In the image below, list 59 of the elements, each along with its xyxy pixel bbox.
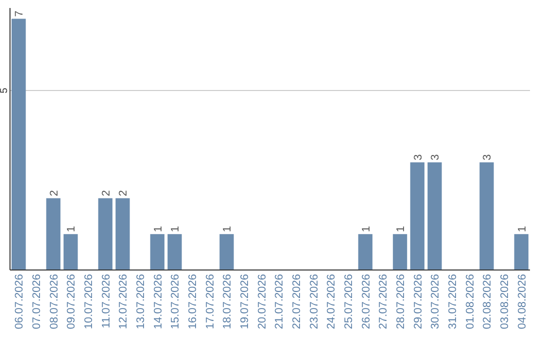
x-tick-label: 08.07.2026 [48,274,60,330]
x-tick-label: 19.07.2026 [239,274,251,330]
x-tick-label: 22.07.2026 [291,274,303,330]
bar [480,162,494,270]
bar [64,234,78,270]
data-label: 1 [152,226,164,232]
bar [46,198,60,270]
x-tick-label: 13.07.2026 [135,274,147,330]
data-label: 7 [14,10,26,17]
x-tick-label: 21.07.2026 [274,274,286,330]
x-tick-label: 03.08.2026 [499,274,511,330]
bar [12,18,26,270]
x-tick-label: 28.07.2026 [395,274,407,330]
data-label: 3 [430,154,442,160]
data-label: 1 [66,226,78,232]
bar [98,198,112,270]
x-tick-label: 01.08.2026 [464,274,476,330]
x-tick-label: 15.07.2026 [170,274,182,330]
y-tick-label: 5 [0,87,10,94]
data-label: 1 [516,226,528,232]
data-label: 3 [482,154,494,160]
x-tick-label: 26.07.2026 [360,274,372,330]
x-tick-label: 27.07.2026 [378,274,390,330]
data-label: 3 [412,154,424,160]
bar [358,234,372,270]
x-tick-label: 24.07.2026 [326,274,338,330]
data-label: 1 [395,226,407,232]
bar [168,234,182,270]
x-tick-label: 04.08.2026 [516,274,528,330]
x-tick-label: 23.07.2026 [308,274,320,330]
x-tick-label: 10.07.2026 [83,274,95,330]
bar [514,234,528,270]
x-tick-label: 20.07.2026 [256,274,268,330]
x-tick-label: 29.07.2026 [412,274,424,330]
x-tick-label: 14.07.2026 [152,274,164,330]
x-tick-label: 02.08.2026 [482,274,494,330]
x-tick-label: 31.07.2026 [447,274,459,330]
x-tick-label: 07.07.2026 [31,274,43,330]
data-label: 1 [170,226,182,232]
x-tick-label: 06.07.2026 [14,274,26,330]
bar [410,162,424,270]
x-tick-label: 18.07.2026 [222,274,234,330]
data-label: 1 [360,226,372,232]
bar [428,162,442,270]
data-label: 2 [118,190,130,196]
data-label: 2 [48,190,60,196]
x-tick-label: 11.07.2026 [100,274,112,328]
bar [220,234,234,270]
x-tick-label: 16.07.2026 [187,274,199,330]
x-tick-label: 12.07.2026 [118,274,130,330]
data-label: 2 [100,190,112,196]
x-tick-label: 30.07.2026 [430,274,442,330]
data-label: 1 [222,226,234,232]
x-tick-label: 25.07.2026 [343,274,355,330]
bar [116,198,130,270]
x-tick-label: 17.07.2026 [204,274,216,330]
bar [150,234,164,270]
x-tick-label: 09.07.2026 [66,274,78,330]
bar [392,234,408,270]
